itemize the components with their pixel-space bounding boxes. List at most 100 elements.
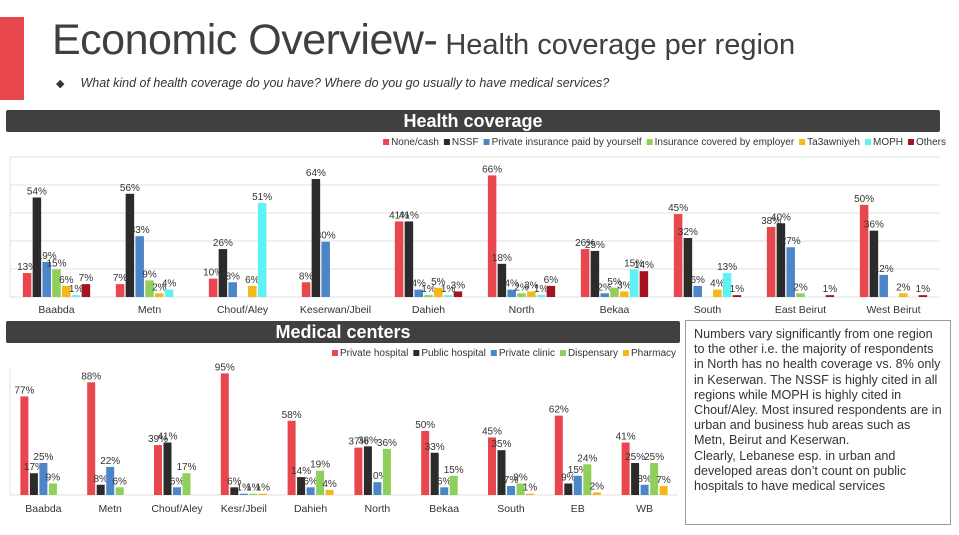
data-label: 13% xyxy=(717,262,737,273)
data-label: 41% xyxy=(157,432,177,443)
bar-public-hospital-chouf-aley xyxy=(163,442,172,495)
bar-private-clinic-chouf-aley xyxy=(173,487,181,495)
bar-private-clinic-north xyxy=(373,482,382,495)
bar-others-north xyxy=(546,285,556,297)
legend-swatch-others xyxy=(907,139,914,145)
data-label: 38% xyxy=(761,216,781,227)
legend-swatch-none-cash xyxy=(383,139,390,145)
data-label: 2% xyxy=(514,282,529,293)
bar-pharmacy-dahieh xyxy=(325,489,334,495)
data-label: 25% xyxy=(644,452,664,463)
legend-label-dispensary: Dispensary xyxy=(568,348,618,359)
data-label: 64% xyxy=(306,168,326,179)
category-label: Dahieh xyxy=(412,304,445,316)
legend-swatch-insurance-covered-by-employer xyxy=(646,139,653,145)
bar-private-clinic-bekaa xyxy=(440,487,449,495)
legend: None/cash NSSF Private insurance paid by y… xyxy=(383,137,946,148)
health-coverage-title: Health coverage xyxy=(403,110,543,131)
question-line: ◆ What kind of health coverage do you hav… xyxy=(56,76,609,90)
data-label: 88% xyxy=(81,371,101,382)
data-label: 33% xyxy=(130,225,150,236)
data-label: 15% xyxy=(624,258,644,269)
bar-private-hospital-dahieh xyxy=(287,420,296,495)
legend-label-others: Others xyxy=(916,137,946,148)
data-label: 3% xyxy=(617,280,632,291)
data-label: 5% xyxy=(607,277,622,288)
legend-label-moph: MOPH xyxy=(873,137,903,148)
bar-private-clinic-baabda xyxy=(39,463,48,495)
data-label: 4% xyxy=(504,279,519,290)
data-label: 10% xyxy=(203,268,223,279)
bar-private-clinic-eb xyxy=(573,475,582,495)
data-label: 9% xyxy=(513,472,528,483)
data-label: 6% xyxy=(690,275,705,286)
question-text: What kind of health coverage do you have… xyxy=(80,76,610,90)
bar-none-cash-south xyxy=(673,214,683,297)
bar-pharmacy-south xyxy=(526,493,534,495)
bar-dispensary-baabda xyxy=(48,483,57,495)
insight-note: Numbers vary significantly from one regi… xyxy=(685,320,951,525)
data-label: 6% xyxy=(112,476,127,487)
bar-private-insurance-paid-by-yourself-north xyxy=(507,289,516,297)
data-label: 1% xyxy=(534,284,549,295)
data-label: 9% xyxy=(561,472,576,483)
data-label: 51% xyxy=(252,192,272,203)
data-label: 10% xyxy=(367,471,387,482)
legend-label-public-hospital: Public hospital xyxy=(421,348,485,359)
category-label: Baabda xyxy=(25,503,61,515)
data-label: 2% xyxy=(793,282,808,293)
bar-private-insurance-paid-by-yourself-chouf-aley xyxy=(228,282,237,297)
data-label: 1% xyxy=(523,483,538,494)
legend-swatch-pharmacy xyxy=(622,350,629,356)
bar-private-hospital-bekaa xyxy=(421,431,430,495)
health-coverage-chart: None/cash NSSF Private insurance paid by y… xyxy=(9,137,946,316)
data-label: 50% xyxy=(854,194,874,205)
data-label: 41% xyxy=(399,210,419,221)
data-label: 45% xyxy=(668,203,688,214)
category-label: North xyxy=(365,503,391,515)
data-label: 56% xyxy=(120,183,140,194)
category-label: Baabda xyxy=(38,304,74,316)
data-label: 17% xyxy=(176,462,196,473)
bar-ta3awniyeh-north xyxy=(527,291,536,297)
bar-none-cash-metn xyxy=(115,284,125,297)
bar-nssf-baabda xyxy=(32,197,42,297)
bar-private-insurance-paid-by-yourself-baabda xyxy=(42,261,51,297)
page-title: Economic Overview- Health coverage per r… xyxy=(52,16,795,65)
bar-none-cash-west-beirut xyxy=(859,204,869,297)
category-label: South xyxy=(497,503,525,515)
data-label: 39% xyxy=(148,434,168,445)
data-label: 14% xyxy=(291,466,311,477)
bar-moph-chouf-aley xyxy=(257,203,267,297)
bar-private-clinic-kesr-jbeil xyxy=(239,493,248,495)
bar-others-baabda xyxy=(81,284,91,297)
legend-label-nssf: NSSF xyxy=(452,137,479,148)
medical-centers-chart: Private hospital Public hospital Private c… xyxy=(9,348,678,515)
data-label: 15% xyxy=(46,258,66,269)
bar-none-cash-north xyxy=(487,175,497,297)
data-label: 41% xyxy=(389,210,409,221)
bar-private-insurance-paid-by-yourself-metn xyxy=(135,236,144,297)
bar-moph-metn xyxy=(164,289,174,297)
diamond-bullet-icon: ◆ xyxy=(56,78,65,90)
bar-others-east-beirut xyxy=(825,295,835,297)
bar-nssf-south xyxy=(683,238,693,297)
bar-public-hospital-north xyxy=(363,446,372,495)
data-label: 9% xyxy=(46,472,61,483)
bar-moph-dahieh xyxy=(443,295,453,297)
bar-moph-bekaa xyxy=(629,269,639,297)
data-label: 18% xyxy=(492,253,512,264)
data-label: 3% xyxy=(524,280,539,291)
bar-dispensary-dahieh xyxy=(316,470,325,495)
data-label: 17% xyxy=(24,462,44,473)
bar-moph-north xyxy=(536,295,546,297)
bar-none-cash-bekaa xyxy=(580,249,590,297)
data-label: 54% xyxy=(27,186,47,197)
category-label: West Beirut xyxy=(866,304,920,316)
bar-public-hospital-metn xyxy=(96,484,105,495)
bar-nssf-north xyxy=(497,263,507,297)
data-label: 19% xyxy=(37,251,57,262)
legend-label-insurance-covered-by-employer: Insurance covered by employer xyxy=(655,137,795,148)
data-label: 2% xyxy=(597,282,612,293)
bar-public-hospital-eb xyxy=(564,483,573,495)
